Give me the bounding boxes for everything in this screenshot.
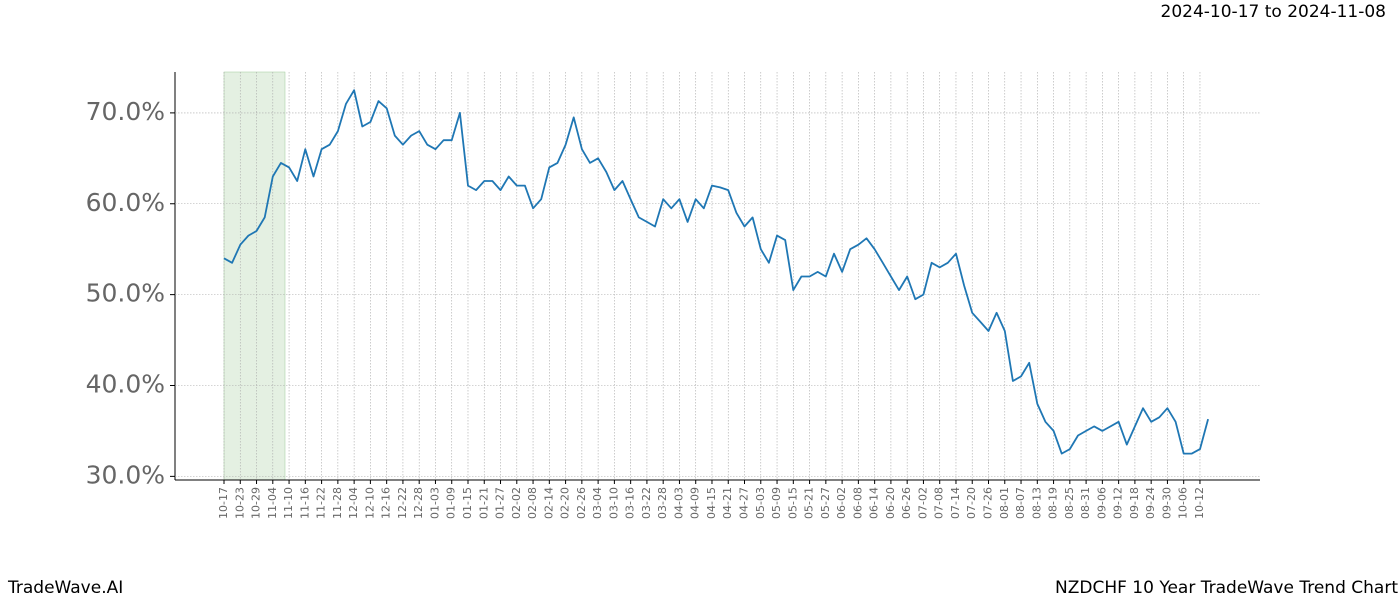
- x-tick-label: 03-16: [624, 487, 637, 519]
- x-tick-label: 02-26: [575, 487, 588, 519]
- y-tick-label: 30.0%: [86, 460, 165, 489]
- x-tick-label: 05-27: [819, 487, 832, 519]
- x-tick-label: 07-02: [916, 487, 929, 519]
- x-tick-label: 04-21: [721, 487, 734, 519]
- x-tick-label: 05-21: [803, 487, 816, 519]
- x-tick-label: 12-04: [347, 487, 360, 519]
- x-tick-label: 10-17: [217, 487, 230, 519]
- x-tick-label: 09-06: [1095, 487, 1108, 519]
- x-tick-label: 10-23: [233, 487, 246, 519]
- x-tick-label: 06-26: [900, 487, 913, 519]
- x-tick-label: 09-18: [1128, 487, 1141, 519]
- x-tick-label: 10-12: [1193, 487, 1206, 519]
- x-tick-label: 08-07: [1014, 487, 1027, 519]
- x-tick-label: 01-21: [477, 487, 490, 519]
- footer-left: TradeWave.AI: [7, 578, 123, 598]
- highlight-span: [223, 71, 286, 481]
- date-range: 2024-10-17 to 2024-11-08: [1161, 2, 1386, 22]
- x-tick-label: 12-22: [396, 487, 409, 519]
- x-tick-label: 06-02: [835, 487, 848, 519]
- x-tick-label: 08-19: [1047, 487, 1060, 519]
- y-tick-label: 40.0%: [86, 369, 165, 398]
- x-tick-label: 03-04: [591, 487, 604, 519]
- x-tick-label: 08-31: [1079, 487, 1092, 519]
- x-tick-label: 04-09: [689, 487, 702, 519]
- x-tick-label: 07-14: [949, 487, 962, 519]
- x-tick-label: 05-15: [786, 487, 799, 519]
- x-tick-label: 06-20: [884, 487, 897, 519]
- x-tick-label: 08-01: [998, 487, 1011, 519]
- x-tick-label: 01-15: [461, 487, 474, 519]
- x-tick-label: 12-16: [380, 487, 393, 519]
- x-tick-label: 08-13: [1030, 487, 1043, 519]
- x-tick-label: 09-24: [1144, 487, 1157, 519]
- x-tick-label: 02-14: [542, 487, 555, 519]
- x-tick-label: 11-28: [331, 487, 344, 519]
- x-tick-label: 10-06: [1177, 487, 1190, 519]
- x-tick-label: 12-28: [412, 487, 425, 519]
- x-tick-label: 03-10: [607, 487, 620, 519]
- x-tick-label: 10-29: [250, 487, 263, 519]
- x-tick-label: 11-10: [282, 487, 295, 519]
- x-tick-label: 01-27: [494, 487, 507, 519]
- x-tick-label: 03-22: [640, 487, 653, 519]
- x-tick-label: 05-03: [754, 487, 767, 519]
- y-tick-label: 70.0%: [86, 97, 165, 126]
- x-tick-label: 01-03: [428, 487, 441, 519]
- x-tick-label: 04-03: [672, 487, 685, 519]
- x-tick-label: 08-25: [1063, 487, 1076, 519]
- footer-right: NZDCHF 10 Year TradeWave Trend Chart: [1055, 578, 1398, 598]
- x-tick-label: 04-27: [738, 487, 751, 519]
- x-tick-label: 07-08: [933, 487, 946, 519]
- x-tick-label: 01-09: [445, 487, 458, 519]
- x-tick-label: 06-14: [868, 487, 881, 519]
- line: [223, 89, 1209, 455]
- x-tick-label: 07-26: [982, 487, 995, 519]
- x-tick-label: 03-28: [656, 487, 669, 519]
- x-tick-label: 06-08: [851, 487, 864, 519]
- x-tick-label: 07-20: [965, 487, 978, 519]
- x-tick-label: 11-22: [315, 487, 328, 519]
- x-tick-label: 02-02: [510, 487, 523, 519]
- x-tick-label: 05-09: [770, 487, 783, 519]
- x-tick-label: 02-20: [559, 487, 572, 519]
- y-tick-label: 60.0%: [86, 188, 165, 217]
- x-tick-label: 11-04: [266, 487, 279, 519]
- y-tick-label: 50.0%: [86, 279, 165, 308]
- x-tick-label: 12-10: [363, 487, 376, 519]
- x-tick-label: 09-12: [1112, 487, 1125, 519]
- x-tick-label: 11-16: [298, 487, 311, 519]
- x-tick-label: 02-08: [526, 487, 539, 519]
- x-tick-label: 09-30: [1160, 487, 1173, 519]
- x-tick-label: 04-15: [705, 487, 718, 519]
